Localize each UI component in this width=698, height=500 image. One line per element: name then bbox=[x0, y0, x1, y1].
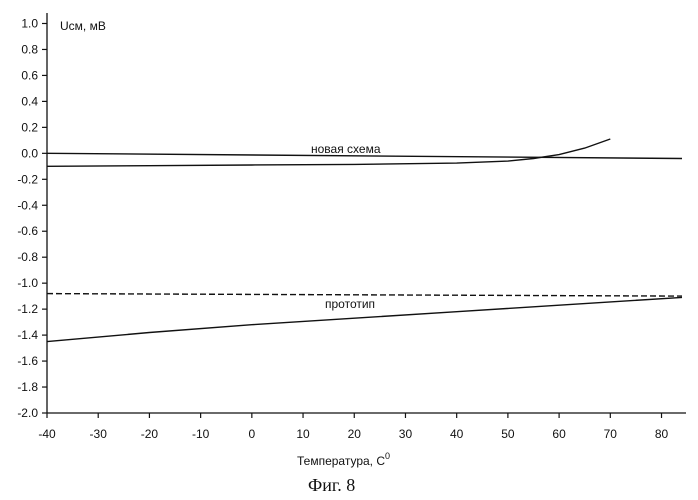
x-axis-ticks: -40 -30 -20 -10 0 10 20 30 40 50 60 70 80 bbox=[38, 413, 669, 441]
y-tick-label: -0.8 bbox=[17, 250, 38, 264]
x-tick-label: 80 bbox=[655, 427, 669, 441]
y-tick-label: 0.4 bbox=[21, 94, 38, 108]
y-tick-label: -1.8 bbox=[17, 380, 38, 394]
x-tick-label: 20 bbox=[348, 427, 362, 441]
x-tick-label: 70 bbox=[604, 427, 618, 441]
y-axis-ticks: 1.0 0.8 0.6 0.4 0.2 0.0 -0.2 -0.4 -0.6 -0.8 -1.0 -1… bbox=[17, 16, 47, 420]
y-axis-label: Uсм, мВ bbox=[60, 19, 106, 33]
y-tick-label: 0.6 bbox=[21, 68, 38, 82]
series-line-3 bbox=[46, 296, 683, 343]
y-tick-label: -0.2 bbox=[17, 172, 38, 186]
y-tick-label: -2.0 bbox=[17, 406, 38, 420]
y-tick-label: 1.0 bbox=[21, 16, 38, 30]
x-tick-label: 60 bbox=[552, 427, 566, 441]
series-layer bbox=[46, 138, 683, 343]
y-tick-label: -1.6 bbox=[17, 354, 38, 368]
series-label-prototype: прототип bbox=[325, 297, 375, 311]
figure-caption: Фиг. 8 bbox=[308, 475, 355, 495]
x-tick-label: -30 bbox=[90, 427, 108, 441]
x-tick-label: 50 bbox=[501, 427, 515, 441]
x-tick-label: 40 bbox=[450, 427, 464, 441]
x-tick-label: -10 bbox=[192, 427, 210, 441]
series-line-1 bbox=[46, 138, 611, 167]
x-axis-label-superscript: 0 bbox=[385, 451, 390, 461]
y-tick-label: 0.8 bbox=[21, 42, 38, 56]
y-tick-label: 0.2 bbox=[21, 120, 38, 134]
x-tick-label: 10 bbox=[296, 427, 310, 441]
y-tick-label: -0.6 bbox=[17, 224, 38, 238]
series-line-0 bbox=[46, 152, 683, 160]
x-tick-label: 30 bbox=[399, 427, 413, 441]
y-tick-label: 0.0 bbox=[21, 146, 38, 160]
y-tick-label: -1.0 bbox=[17, 276, 38, 290]
y-tick-label: -1.4 bbox=[17, 328, 38, 342]
y-tick-label: -0.4 bbox=[17, 198, 38, 212]
y-tick-label: -1.2 bbox=[17, 302, 38, 316]
x-tick-label: -20 bbox=[141, 427, 159, 441]
series-line-2 bbox=[46, 292, 683, 297]
x-axis-label: Температура, С0 bbox=[297, 451, 390, 468]
x-axis-label-text: Температура, С bbox=[297, 454, 385, 468]
x-tick-label: 0 bbox=[248, 427, 255, 441]
x-tick-label: -40 bbox=[38, 427, 56, 441]
series-label-new-scheme: новая схема bbox=[311, 142, 381, 156]
